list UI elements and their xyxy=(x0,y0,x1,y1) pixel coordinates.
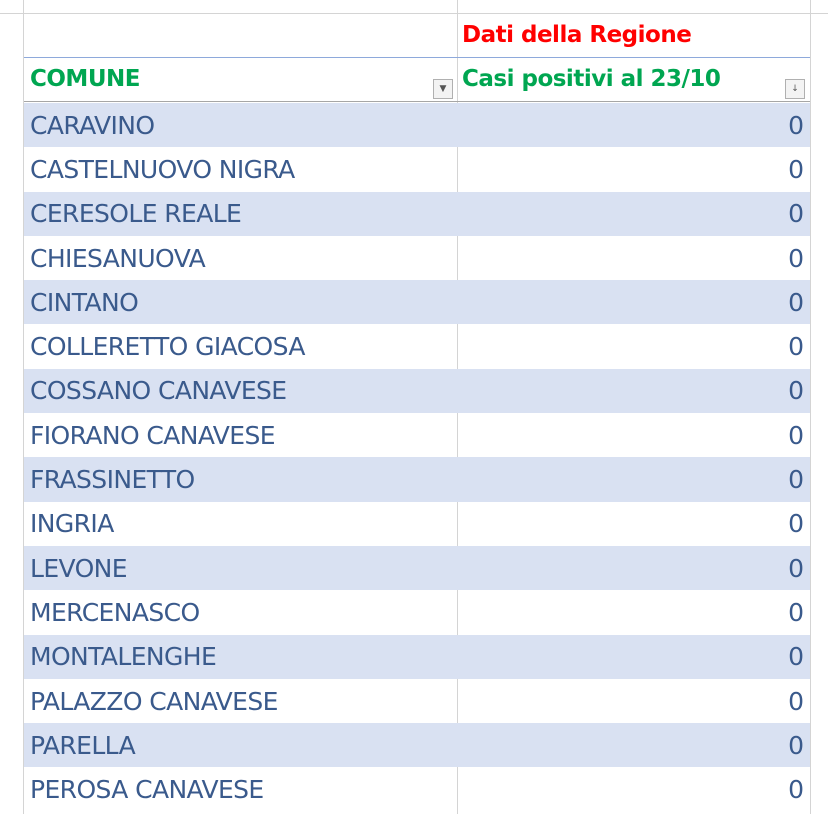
cell-comune[interactable]: COLLERETTO GIACOSA xyxy=(30,332,305,362)
table-row[interactable]: PEROSA CANAVESE 0 xyxy=(24,767,810,812)
gridline xyxy=(457,635,458,679)
cell-comune[interactable]: PEROSA CANAVESE xyxy=(30,775,264,805)
data-table: CARAVINO 0 CASTELNUOVO NIGRA 0 CERESOLE REAL… xyxy=(24,103,810,812)
table-row[interactable]: CASTELNUOVO NIGRA 0 xyxy=(24,147,810,192)
cell-casi[interactable]: 0 xyxy=(788,154,804,184)
cell-casi[interactable]: 0 xyxy=(788,553,804,583)
cell-casi[interactable]: 0 xyxy=(788,597,804,627)
gridline xyxy=(457,192,458,236)
gridline xyxy=(457,678,458,724)
cell-comune[interactable]: FIORANO CANAVESE xyxy=(30,420,276,450)
table-row[interactable]: FIORANO CANAVESE 0 xyxy=(24,413,810,458)
cell-comune[interactable]: COSSANO CANAVESE xyxy=(30,376,287,406)
gridline xyxy=(457,103,458,147)
filter-dropdown-icon[interactable]: ▼ xyxy=(433,79,453,99)
table-row[interactable]: MONTALENGHE 0 xyxy=(24,634,810,679)
table-row[interactable]: FRASSINETTO 0 xyxy=(24,457,810,502)
cell-casi[interactable]: 0 xyxy=(788,199,804,229)
table-row[interactable]: MERCENASCO 0 xyxy=(24,590,810,635)
cell-comune[interactable]: CERESOLE REALE xyxy=(30,199,242,229)
cell-casi[interactable]: 0 xyxy=(788,509,804,539)
gridline xyxy=(457,324,458,369)
table-row[interactable]: CARAVINO 0 xyxy=(24,103,810,148)
group-title: Dati della Regione xyxy=(462,22,692,48)
gridline xyxy=(810,0,811,814)
gridline xyxy=(0,13,828,14)
column-header-comune[interactable]: COMUNE xyxy=(30,66,140,92)
gridline xyxy=(457,147,458,192)
cell-comune[interactable]: CINTANO xyxy=(30,287,139,317)
table-row[interactable]: CERESOLE REALE 0 xyxy=(24,191,810,236)
cell-comune[interactable]: INGRIA xyxy=(30,509,114,539)
cell-comune[interactable]: CASTELNUOVO NIGRA xyxy=(30,154,295,184)
gridline xyxy=(457,767,458,812)
cell-casi[interactable]: 0 xyxy=(788,465,804,495)
cell-comune[interactable]: CARAVINO xyxy=(30,110,155,140)
table-row[interactable]: COLLERETTO GIACOSA 0 xyxy=(24,324,810,369)
cell-comune[interactable]: MERCENASCO xyxy=(30,597,200,627)
cell-casi[interactable]: 0 xyxy=(788,110,804,140)
gridline xyxy=(457,723,458,767)
table-row[interactable]: CINTANO 0 xyxy=(24,280,810,325)
cell-comune[interactable]: CHIESANUOVA xyxy=(30,243,206,273)
gridline xyxy=(457,280,458,324)
gridline xyxy=(457,369,458,413)
cell-casi[interactable]: 0 xyxy=(788,730,804,760)
header-border xyxy=(24,101,810,102)
cell-casi[interactable]: 0 xyxy=(788,686,804,716)
cell-casi[interactable]: 0 xyxy=(788,775,804,805)
cell-casi[interactable]: 0 xyxy=(788,420,804,450)
column-header-casi[interactable]: Casi positivi al 23/10 xyxy=(462,66,721,92)
gridline xyxy=(457,457,458,501)
gridline xyxy=(457,501,458,546)
header-border xyxy=(24,57,810,58)
cell-casi[interactable]: 0 xyxy=(788,287,804,317)
cell-comune[interactable]: PALAZZO CANAVESE xyxy=(30,686,278,716)
gridline xyxy=(457,546,458,590)
gridline xyxy=(457,590,458,635)
cell-comune[interactable]: FRASSINETTO xyxy=(30,465,195,495)
cell-comune[interactable]: MONTALENGHE xyxy=(30,642,217,672)
table-row[interactable]: COSSANO CANAVESE 0 xyxy=(24,368,810,414)
table-row[interactable]: INGRIA 0 xyxy=(24,501,810,546)
table-row[interactable]: PALAZZO CANAVESE 0 xyxy=(24,678,810,724)
table-row[interactable]: LEVONE 0 xyxy=(24,545,810,591)
cell-comune[interactable]: LEVONE xyxy=(30,553,128,583)
cell-casi[interactable]: 0 xyxy=(788,332,804,362)
gridline xyxy=(457,235,458,281)
table-row[interactable]: PARELLA 0 xyxy=(24,723,810,768)
gridline xyxy=(23,0,24,814)
cell-casi[interactable]: 0 xyxy=(788,642,804,672)
cell-casi[interactable]: 0 xyxy=(788,243,804,273)
table-row[interactable]: CHIESANUOVA 0 xyxy=(24,235,810,281)
gridline xyxy=(457,413,458,458)
cell-casi[interactable]: 0 xyxy=(788,376,804,406)
sort-filter-icon[interactable]: ↓ xyxy=(785,79,805,99)
cell-comune[interactable]: PARELLA xyxy=(30,730,136,760)
